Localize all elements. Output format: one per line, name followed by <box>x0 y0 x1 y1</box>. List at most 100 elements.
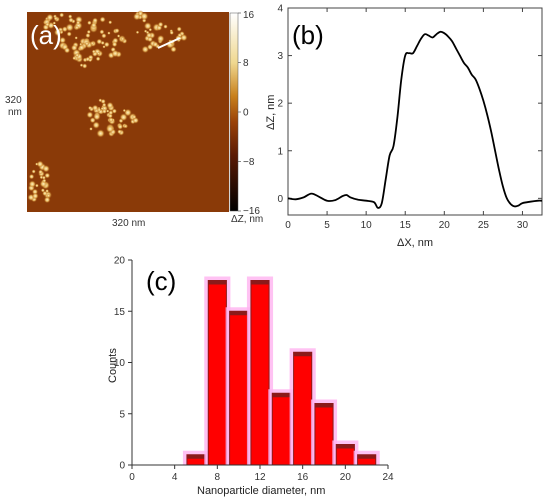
profile-y-tick-label: 4 <box>277 4 283 15</box>
afm-particle <box>93 113 101 121</box>
afm-particle <box>114 28 120 34</box>
panel-c-letter: (c) <box>146 266 176 296</box>
colorbar-tick-label: −16 <box>243 206 260 217</box>
afm-particle <box>143 29 148 33</box>
afm-particle <box>87 20 92 26</box>
afm-particle <box>143 22 152 30</box>
hist-x-tick-label: 24 <box>382 472 394 483</box>
afm-particle <box>35 162 39 166</box>
afm-particle <box>74 36 78 40</box>
histogram-bar-cap <box>186 454 206 459</box>
afm-particle <box>157 21 164 28</box>
afm-particle <box>85 32 91 39</box>
afm-particle <box>31 169 36 174</box>
hist-y-label: Counts <box>107 348 119 383</box>
afm-side-label-value: 320 <box>5 95 22 106</box>
afm-particle <box>111 41 118 48</box>
afm-particle <box>101 33 107 39</box>
afm-particle <box>66 31 72 37</box>
afm-particle <box>86 29 91 34</box>
afm-particle <box>36 160 44 168</box>
afm-particle <box>32 192 39 200</box>
afm-particle <box>106 101 114 109</box>
afm-particle <box>120 36 125 41</box>
histogram-bar-cap <box>293 352 312 357</box>
profile-y-tick-label: 1 <box>277 146 283 157</box>
afm-particle <box>107 31 111 35</box>
hist-x-label: Nanoparticle diameter, nm <box>197 485 325 497</box>
afm-particle <box>176 26 182 32</box>
afm-particle <box>75 20 81 25</box>
afm-particle <box>163 24 168 29</box>
profile-y-tick-label: 0 <box>277 194 283 205</box>
afm-particle <box>45 22 50 27</box>
afm-particle <box>131 114 137 120</box>
afm-bottom-label: 320 nm <box>112 218 145 229</box>
afm-particle <box>43 196 51 204</box>
histogram-bar-cap <box>229 311 248 316</box>
profile-x-tick-label: 5 <box>324 220 330 231</box>
afm-particle <box>92 104 99 112</box>
afm-particle <box>96 129 105 138</box>
profile-plot-area <box>287 7 543 216</box>
panel-a: (a) 320 nm 320 nm 16 8 0 −8 −16 ΔZ, nm <box>5 10 263 229</box>
afm-particle <box>92 17 98 24</box>
afm-particle <box>54 28 62 37</box>
afm-particle <box>122 108 126 113</box>
afm-particle <box>90 22 97 29</box>
afm-particle <box>99 16 106 23</box>
profile-ticks: 0 5 10 15 20 25 30 0 1 2 3 4 <box>277 4 542 231</box>
afm-particle <box>108 117 114 123</box>
afm-particle <box>75 53 80 58</box>
afm-particle <box>61 26 68 33</box>
colorbar-tick-label: 8 <box>243 58 249 69</box>
afm-particle <box>42 165 50 173</box>
afm-particle <box>86 111 94 119</box>
afm-particle <box>103 41 110 48</box>
afm-particle <box>152 41 159 48</box>
afm-particle <box>52 21 56 25</box>
histogram-bar <box>250 280 270 466</box>
hist-y-tick-label: 15 <box>114 307 126 318</box>
afm-particle <box>117 123 124 130</box>
afm-particle <box>106 124 114 133</box>
panel-c: 0 4 8 12 16 20 24 0 5 10 15 20 (c) Nanoparticle dia… <box>107 256 394 498</box>
afm-particle <box>28 180 36 188</box>
hist-x-tick-label: 12 <box>254 472 266 483</box>
afm-particle <box>42 178 47 183</box>
afm-particle <box>111 49 119 58</box>
afm-particles <box>27 10 188 204</box>
afm-particle <box>133 12 141 21</box>
afm-particle <box>84 41 89 46</box>
afm-particle <box>91 49 96 54</box>
profile-y-label: ΔZ, nm <box>265 95 277 130</box>
afm-particle <box>72 56 77 61</box>
histogram-bar-cap <box>336 444 355 449</box>
profile-y-tick-label: 3 <box>277 51 283 62</box>
afm-particle <box>140 12 149 21</box>
afm-particle <box>64 47 71 54</box>
hist-y-tick-label: 5 <box>119 409 125 420</box>
afm-particle <box>40 188 46 193</box>
histogram-bar <box>271 392 291 466</box>
afm-particle <box>89 127 93 131</box>
afm-particle <box>100 98 106 104</box>
afm-particle <box>156 34 165 43</box>
afm-particle <box>123 124 128 128</box>
afm-particle <box>28 173 35 180</box>
panel-a-letter: (a) <box>30 20 62 50</box>
afm-particle <box>102 102 107 108</box>
afm-particle <box>146 32 153 39</box>
profile-x-label: ΔX, nm <box>397 237 433 249</box>
histogram-bars <box>182 276 380 466</box>
afm-particle <box>59 36 66 44</box>
afm-particle <box>117 129 122 135</box>
colorbar-label: ΔZ, nm <box>231 214 263 225</box>
scan-line <box>157 37 181 49</box>
colorbar-tick-label: −8 <box>243 157 255 168</box>
profile-x-tick-label: 10 <box>361 220 373 231</box>
hist-y-tick-label: 0 <box>119 461 125 472</box>
colorbar-tick-label: 0 <box>243 108 249 119</box>
histogram-bar-cap <box>208 280 227 285</box>
afm-particle <box>53 16 58 21</box>
